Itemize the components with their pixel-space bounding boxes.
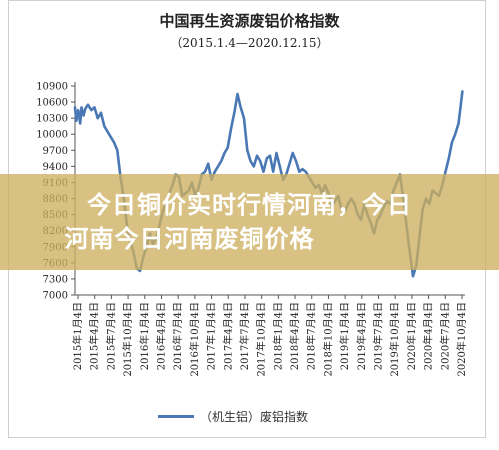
chart-title: 中国再生资源废铝价格指数 xyxy=(159,12,340,30)
x-tick-label: 2016年1月4日 xyxy=(138,302,151,370)
x-tick-label: 2015年1月4日 xyxy=(71,302,84,370)
x-tick-label: 2016年10月4日 xyxy=(188,302,201,377)
overlay-banner-text: 今日铜价实时行情河南，今日 河南今日河南废铜价格 xyxy=(0,188,499,256)
x-tick-label: 2020年10月4日 xyxy=(455,302,468,377)
x-tick-label: 2016年7月4日 xyxy=(171,302,184,370)
banner-line-1: 今日铜价实时行情河南，今日 xyxy=(87,191,412,219)
y-tick-label: 10300 xyxy=(36,114,68,125)
x-tick-label: 2016年4月4日 xyxy=(154,302,167,370)
x-tick-label: 2017年10月4日 xyxy=(255,302,268,377)
y-tick-label: 9400 xyxy=(43,162,68,173)
x-tick-label: 2017年1月4日 xyxy=(205,302,218,370)
chart-legend: （机生铝）废铝指数 xyxy=(158,408,308,425)
y-tick-label: 10000 xyxy=(36,130,68,141)
x-tick-label: 2018年1月4日 xyxy=(271,302,284,370)
x-tick-label: 2015年10月4日 xyxy=(121,302,134,377)
x-tick-label: 2018年7月4日 xyxy=(305,302,318,370)
x-tick-label: 2017年4月4日 xyxy=(221,302,234,370)
y-tick-label: 10900 xyxy=(36,82,68,93)
x-axis-ticks: 2015年1月4日 2015年4月4日 2015年7月4日 2015年10月4日 201… xyxy=(71,295,468,377)
x-tick-label: 2017年7月4日 xyxy=(238,302,251,370)
x-tick-label: 2019年4月4日 xyxy=(355,302,368,370)
x-tick-label: 2019年1月4日 xyxy=(338,302,351,370)
x-tick-label: 2020年4月4日 xyxy=(422,302,435,370)
x-tick-label: 2020年1月4日 xyxy=(405,302,418,370)
x-tick-label: 2018年10月4日 xyxy=(321,302,334,377)
legend-swatch xyxy=(158,415,194,418)
chart-subtitle: （2015.1.4—2020.12.15） xyxy=(170,36,329,50)
x-tick-label: 2015年4月4日 xyxy=(88,302,101,370)
x-tick-label: 2018年4月4日 xyxy=(288,302,301,370)
y-tick-label: 7000 xyxy=(43,291,68,302)
x-tick-label: 2020年7月4日 xyxy=(438,302,451,370)
x-tick-label: 2019年10月4日 xyxy=(388,302,401,377)
y-tick-label: 9700 xyxy=(43,146,68,157)
banner-line-2: 河南今日河南废铜价格 xyxy=(64,225,315,253)
overlay-banner xyxy=(0,174,499,270)
x-tick-label: 2015年7月4日 xyxy=(104,302,117,370)
y-tick-label: 7300 xyxy=(43,274,68,285)
y-tick-label: 10600 xyxy=(36,98,68,109)
x-tick-label: 2019年7月4日 xyxy=(372,302,385,370)
legend-label: （机生铝）废铝指数 xyxy=(200,410,309,424)
